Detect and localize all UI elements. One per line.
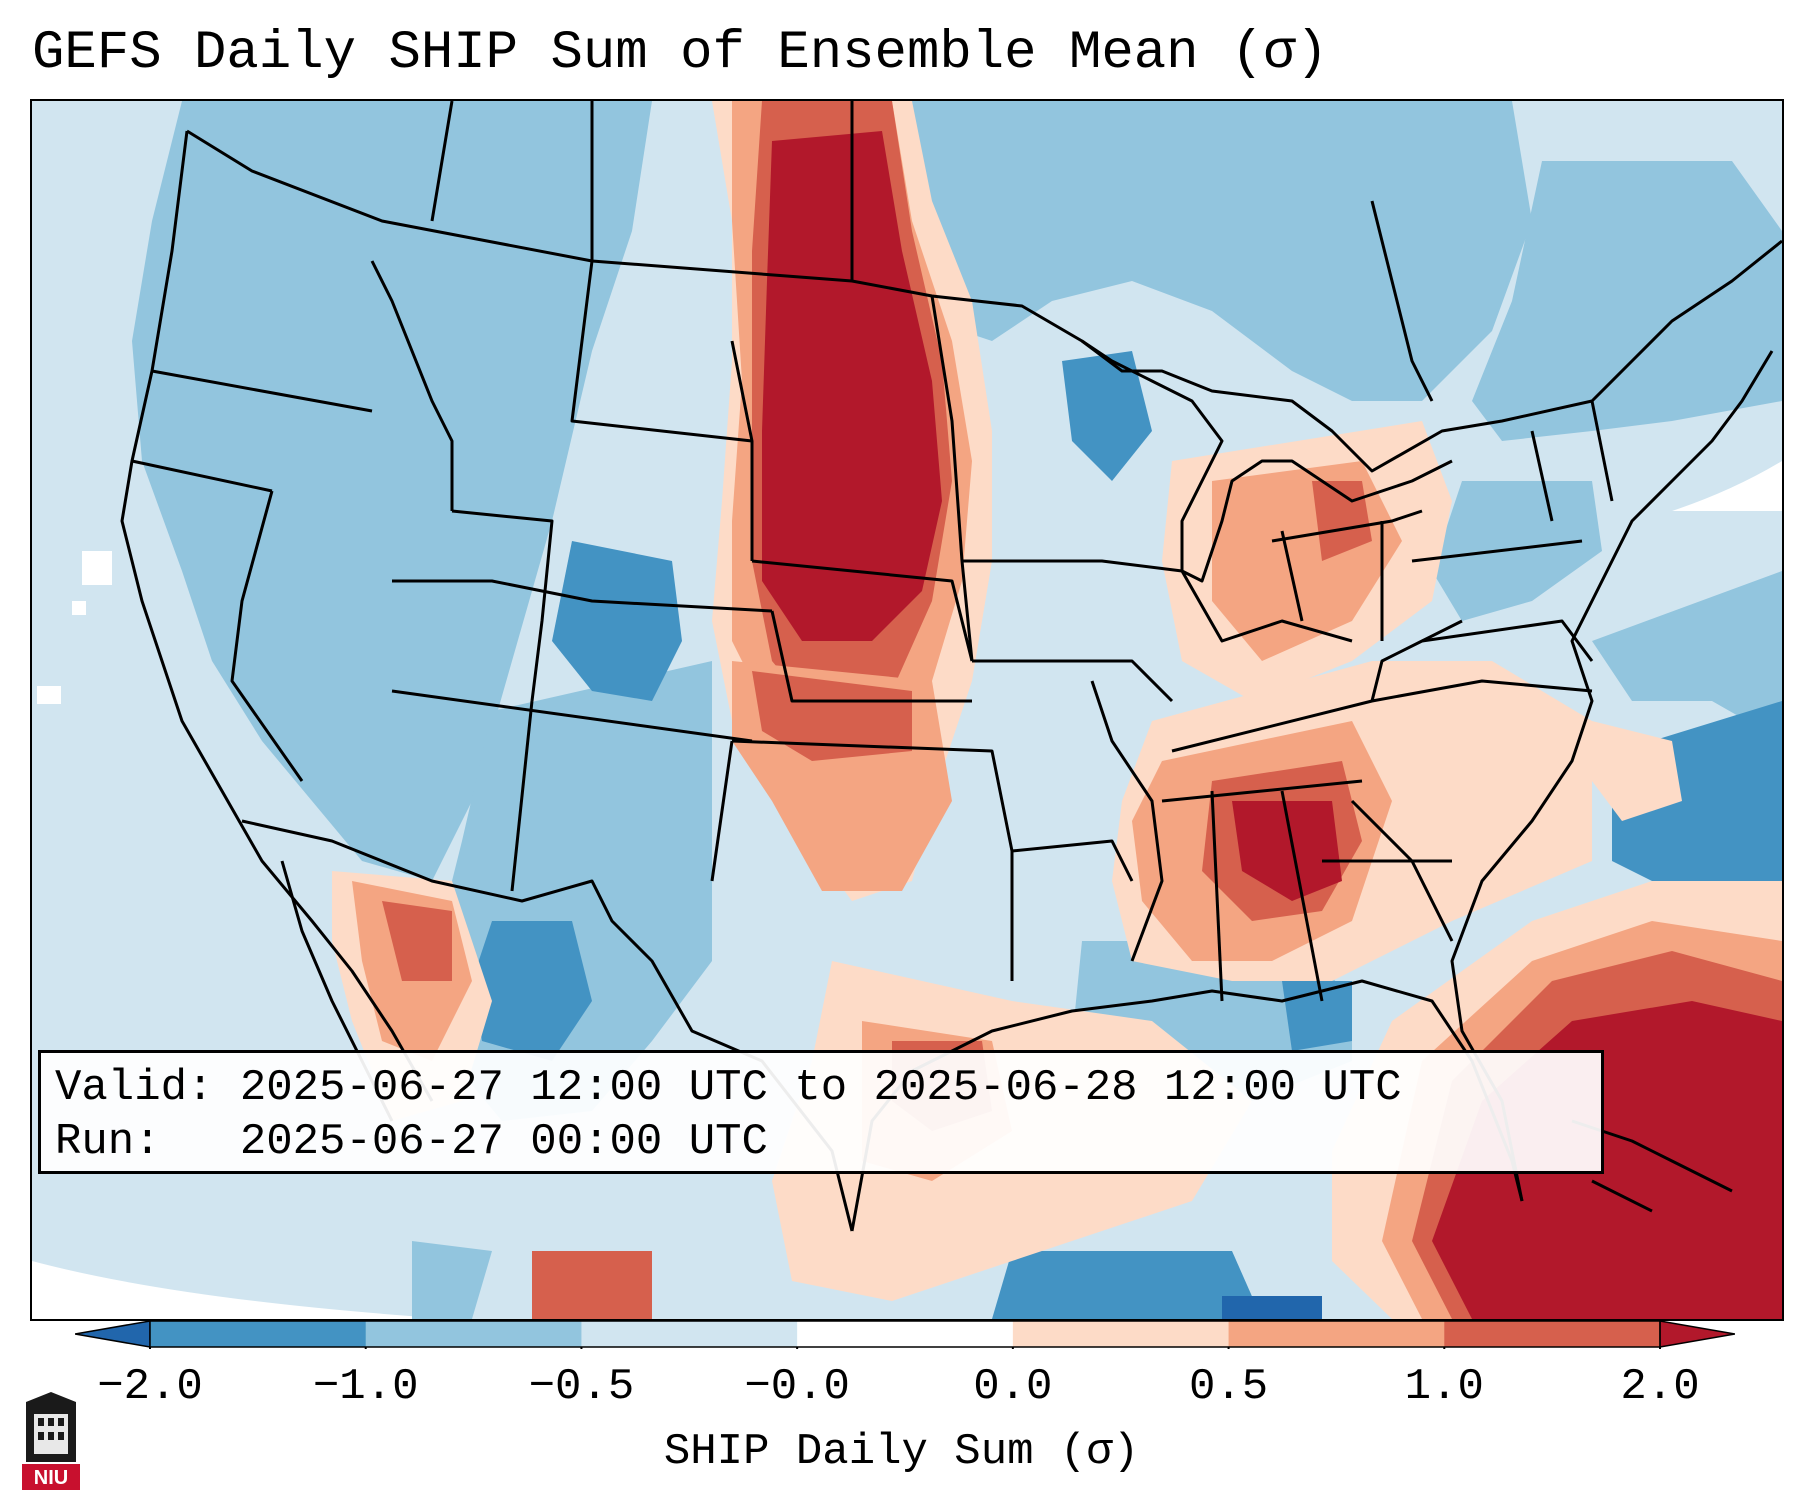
domain-edge-sw (32, 1261, 452, 1319)
colorbar-tick-label: −1.0 (312, 1362, 419, 1412)
validity-info-box: Valid: 2025-06-27 12:00 UTC to 2025-06-2… (38, 1050, 1604, 1174)
colorbar-segment (797, 1321, 1014, 1347)
colorbar-under-triangle (75, 1320, 151, 1348)
run-value: 2025-06-27 00:00 UTC (239, 1117, 768, 1167)
colorbar-segment (581, 1321, 798, 1347)
colorbar-tick-label: 2.0 (1620, 1362, 1700, 1412)
domain-edge-ne (1672, 461, 1782, 511)
page-title: GEFS Daily SHIP Sum of Ensemble Mean (σ) (32, 23, 1329, 84)
niu-logo-text: NIU (34, 1467, 68, 1489)
colorbar-tick-label: 0.0 (973, 1362, 1053, 1412)
colorbar-tick-label: −0.5 (528, 1362, 635, 1412)
boundary-lines (120, 101, 1782, 1232)
colorbar-tick-label: 0.5 (1188, 1362, 1269, 1412)
colorbar-tick-label: 1.0 (1404, 1362, 1484, 1412)
valid-value: 2025-06-27 12:00 UTC to 2025-06-28 12:00… (239, 1063, 1402, 1113)
colorbar-segment (150, 1321, 367, 1347)
colorbar-tick-label: −0.0 (744, 1362, 850, 1412)
white-patch (72, 601, 86, 615)
colorbar-segment (1012, 1321, 1230, 1347)
colorbar-segment (365, 1321, 582, 1347)
colorbar (75, 1320, 1735, 1349)
colorbar-segment (1228, 1321, 1445, 1347)
valid-label: Valid: (55, 1063, 214, 1113)
white-patch (82, 551, 112, 585)
colorbar-tick-label: −2.0 (97, 1362, 203, 1412)
white-patch (37, 686, 61, 704)
colorbar-outline (149, 1320, 1661, 1348)
niu-logo: NIU (22, 1392, 80, 1490)
colorbar-label: SHIP Daily Sum (σ) (663, 1427, 1140, 1477)
colorbar-over-triangle (1659, 1320, 1735, 1348)
colorbar-segments (149, 1321, 1661, 1349)
colorbar-segment (1444, 1321, 1661, 1347)
run-label: Run: (55, 1117, 161, 1167)
